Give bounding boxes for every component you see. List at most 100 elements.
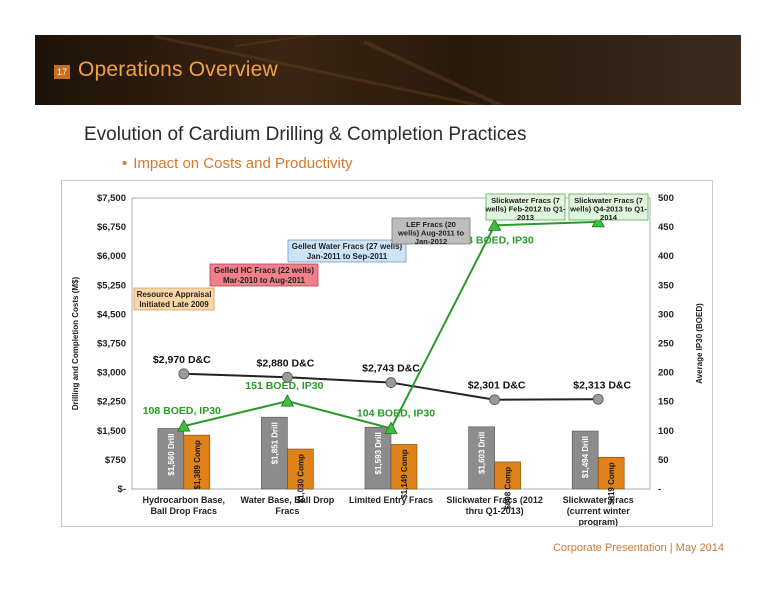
y2-tick-label: 400 [658, 251, 674, 262]
annotation-text: Resource Appraisal Initiated Late 2009 [137, 290, 212, 309]
y2-axis-label: Average IP30 (BOED) [695, 303, 704, 384]
y2-tick-label: 200 [658, 368, 674, 379]
x-tick-label-line: program) [578, 517, 618, 526]
dc-cost-label: $2,970 D&C [153, 354, 211, 366]
y-tick-label: $3,000 [97, 368, 126, 379]
annotation-text-line: Slickwater Fracs (7 [574, 196, 643, 205]
annotation-text-line: wells) Feb-2012 to Q1- [484, 205, 566, 214]
x-tick-label-line: Hydrocarbon Base, [143, 495, 226, 505]
y-tick-label: $7,500 [97, 193, 126, 204]
annotation-text-line: 2013 [517, 213, 534, 222]
x-tick-label: Water Base, Ball Drop Fracs [241, 495, 335, 516]
costs-productivity-chart: $- $750 $1,500 $2,250 $3,000 $3,750 $4,500 $5,2… [71, 193, 704, 527]
dc-cost-point [489, 394, 501, 406]
y2-tick-label: 150 [658, 397, 674, 408]
x-tick-label-line: Slickwater Fracs [563, 495, 634, 505]
drill-bar-label: $1,603 Drill [478, 432, 487, 474]
drill-bar [468, 426, 495, 490]
comp-bar [597, 456, 625, 490]
bullet-text: Impact on Costs and Productivity [133, 155, 353, 172]
y2-tick-label: 300 [658, 309, 674, 320]
comp-bar-label: $1,389 Comp [193, 440, 202, 489]
annotation-text: Slickwater Fracs (7 wells) Feb-2012 to Q1… [484, 196, 566, 222]
y-tick-label: $1,500 [97, 426, 126, 437]
annotation-text-line: Initiated Late 2009 [139, 300, 209, 309]
dc-cost-point [385, 377, 397, 388]
slide-subtitle: Evolution of Cardium Drilling & Completi… [84, 124, 527, 145]
y-tick-label: $4,500 [97, 309, 126, 320]
annotation-text-line: Slickwater Fracs (7 [491, 196, 560, 205]
drill-bar [261, 416, 288, 490]
x-tick-label-line: (current winter [567, 506, 631, 516]
drill-bar [157, 428, 185, 490]
y-tick-label: $3,750 [97, 339, 126, 350]
annotation-text-line: wells) Q4-2013 to Q1- [569, 205, 647, 214]
annotation-box [133, 287, 215, 311]
annotation-text-line: wells) Aug-2011 to [397, 229, 464, 238]
annotation-box [485, 193, 566, 221]
boed-point [177, 419, 191, 432]
drill-bar-label: $1,593 Drill [374, 432, 383, 474]
y-tick-label: $6,000 [97, 251, 126, 262]
dc-cost-point [178, 368, 190, 380]
comp-bar [390, 444, 418, 490]
chart-frame: $- $750 $1,500 $2,250 $3,000 $3,750 $4,500 $5,2… [61, 180, 713, 527]
x-tick-label-line: Limited Entry Fracs [349, 495, 433, 505]
annotation-text: Slickwater Fracs (7 wells) Q4-2013 to Q1-… [569, 196, 647, 222]
drill-bar [571, 430, 599, 490]
y2-tick-label: 450 [658, 222, 674, 233]
comp-bar [494, 461, 521, 490]
annotation-box [391, 217, 471, 245]
annotation-text-line: LEF Fracs (20 [406, 220, 456, 229]
y2-tick-label: 350 [658, 280, 674, 291]
comp-bar [287, 448, 314, 490]
dc-cost-point [281, 371, 293, 383]
y-tick-label: $- [118, 484, 126, 495]
y2-tick-label: - [658, 484, 661, 495]
x-tick-label: Limited Entry Fracs [349, 495, 433, 505]
y2-tick-label: 250 [658, 339, 674, 350]
boed-point [384, 421, 398, 434]
annotation-box [209, 263, 319, 287]
annotation-text: Gelled Water Fracs (27 wells) Jan-2011 to… [292, 242, 403, 261]
bullet-dot: • [122, 155, 128, 172]
y-axis-label: Drilling and Completion Costs (M$) [71, 277, 80, 411]
boed-point [487, 218, 502, 231]
drill-bar [364, 426, 392, 490]
boed-label: 104 BOED, IP30 [357, 407, 435, 419]
boed-point [591, 215, 605, 228]
x-tick-label: Slickwater Fracs (2012 thru Q1-2013) [446, 495, 543, 516]
page-title: Operations Overview [78, 58, 278, 81]
x-tick-label-line: Water Base, Ball Drop [241, 495, 335, 505]
x-tick-label-line: Slickwater Fracs (2012 [446, 495, 543, 505]
annotation-text-line: Jan-2011 to Sep-2011 [307, 252, 388, 261]
y-tick-label: $750 [105, 455, 126, 466]
y2-tick-label: 100 [658, 426, 674, 437]
boed-label: 453 BOED, IP30 [455, 234, 533, 246]
annotation-text-line: Jan-2012 [415, 237, 448, 246]
annotation-text-line: Gelled Water Fracs (27 wells) [292, 242, 403, 251]
y2-tick-label: 500 [658, 193, 674, 204]
boed-label: 151 BOED, IP30 [245, 380, 323, 392]
dc-cost-label: $2,301 D&C [468, 380, 526, 392]
bullet-point: • Impact on Costs and Productivity [122, 155, 353, 172]
x-tick-label-line: Fracs [275, 506, 299, 516]
drill-bar-label: $1,851 Drill [270, 422, 279, 464]
annotation-text: LEF Fracs (20 wells) Aug-2011 to Jan-2012 [397, 220, 464, 246]
dc-cost-label: $2,743 D&C [362, 363, 420, 375]
annotation-box [287, 239, 407, 263]
annotation-text: Gelled HC Fracs (22 wells) Mar-2010 to Au… [214, 266, 314, 285]
footer-text: Corporate Presentation | May 2014 [552, 542, 724, 554]
comp-bar [183, 434, 211, 490]
x-tick-label-line: Ball Drop Fracs [151, 506, 218, 516]
annotation-text-line: Gelled HC Fracs (22 wells) [214, 266, 314, 275]
dc-cost-point [592, 393, 604, 405]
comp-bar-label: $698 Comp [504, 467, 513, 510]
dc-cost-label: $2,880 D&C [257, 357, 315, 369]
comp-bar-label: $1,030 Comp [296, 454, 305, 503]
dc-cost-label: $2,313 D&C [573, 379, 631, 391]
comp-bar-label: $1,149 Comp [400, 449, 409, 498]
annotation-text-line: 2014 [600, 213, 618, 222]
x-tick-label: Slickwater Fracs (current winter program) [563, 495, 634, 526]
y-tick-label: $5,250 [97, 280, 126, 291]
